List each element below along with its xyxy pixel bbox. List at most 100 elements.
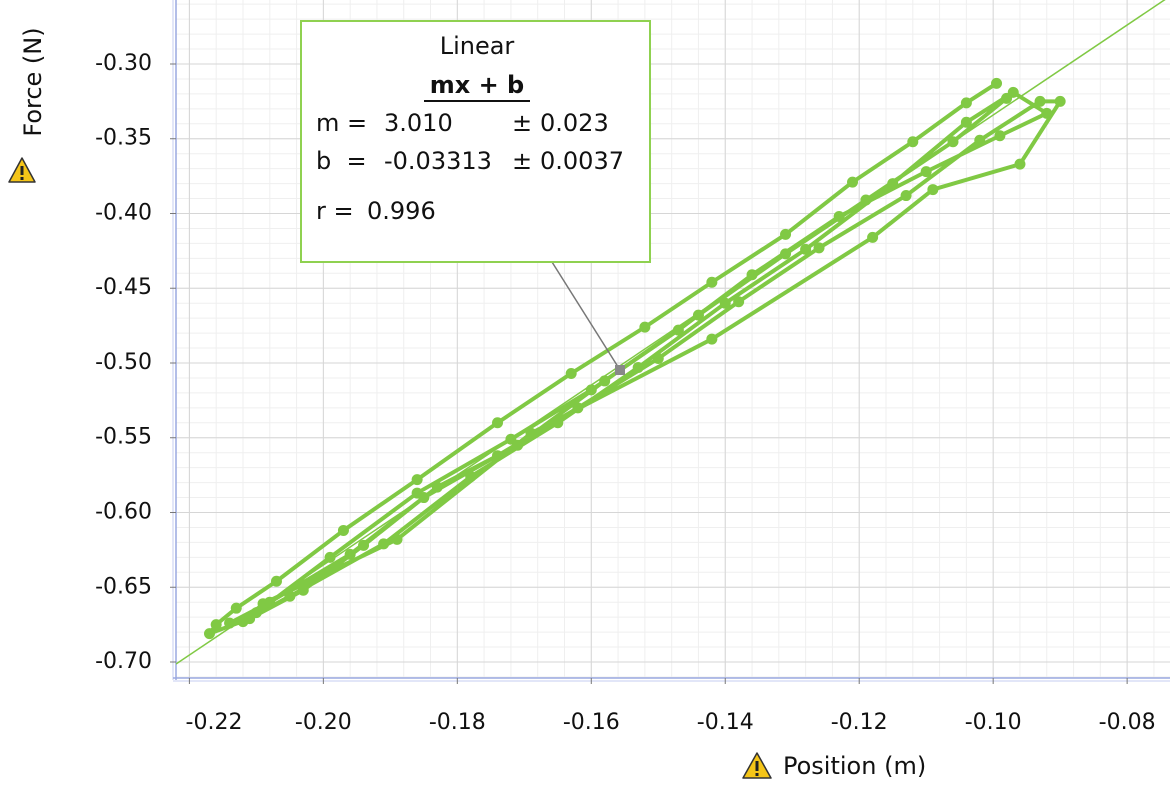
- data-point: [1054, 95, 1066, 107]
- labels: -0.22 -0.20 -0.18 -0.16 -0.14 -0.12 -0.10 -0.08…: [95, 51, 1156, 735]
- leader-anchor: [615, 365, 625, 375]
- x-tick-label: -0.18: [429, 710, 486, 735]
- y-tick-label: -0.30: [95, 51, 152, 76]
- data-point: [991, 77, 1003, 89]
- data-point: [391, 533, 403, 545]
- x-axis-title: Position (m): [783, 752, 926, 780]
- data-point: [1041, 107, 1053, 119]
- data-point: [431, 481, 443, 493]
- data-point: [344, 548, 356, 560]
- data-point: [492, 417, 504, 429]
- data-point: [920, 166, 932, 178]
- data-point: [887, 178, 899, 190]
- data-point: [994, 130, 1006, 142]
- data-point: [264, 596, 276, 608]
- r-value: 0.996: [367, 197, 436, 225]
- data-point: [599, 375, 611, 387]
- data-point: [833, 210, 845, 222]
- data-point: [780, 228, 792, 240]
- data-point: [465, 471, 477, 483]
- x-tick-label: -0.22: [186, 710, 243, 735]
- data-point: [780, 248, 792, 260]
- data-point: [1001, 92, 1013, 104]
- data-point: [525, 427, 537, 439]
- data-point: [652, 353, 664, 365]
- data-point: [860, 194, 872, 206]
- y-tick-label: -0.40: [95, 200, 152, 225]
- y-tick-label: -0.55: [95, 425, 152, 450]
- data-point: [358, 539, 370, 551]
- b-error: 0.0037: [540, 147, 624, 175]
- x-tick-label: -0.14: [697, 710, 754, 735]
- x-tick-label: -0.08: [1099, 710, 1156, 735]
- data-point: [210, 619, 222, 631]
- data-point: [947, 136, 959, 148]
- data-point: [632, 361, 644, 373]
- data-point: [297, 584, 309, 596]
- y-tick-label: -0.70: [95, 649, 152, 674]
- fit-equation: mx + b: [430, 71, 525, 99]
- data-point: [847, 176, 859, 188]
- x-tick-label: -0.20: [295, 710, 352, 735]
- data-point: [411, 487, 423, 499]
- m-value: 3.010: [384, 109, 453, 137]
- data-point: [907, 136, 919, 148]
- axes: [172, 0, 1170, 682]
- y-axis-title: Force (N): [19, 27, 47, 136]
- data-point: [706, 276, 718, 288]
- data-point: [927, 184, 939, 196]
- fit-name: Linear: [440, 32, 515, 60]
- data-point: [572, 402, 584, 414]
- x-tick-label: -0.16: [563, 710, 620, 735]
- warning-icon: [742, 752, 772, 779]
- b-label: b =: [316, 147, 367, 175]
- y-tick-label: -0.50: [95, 350, 152, 375]
- data-point: [974, 134, 986, 146]
- plus-minus: ±: [512, 147, 532, 175]
- data-point: [692, 309, 704, 321]
- plus-minus: ±: [512, 109, 532, 137]
- x-tick-label: -0.12: [831, 710, 888, 735]
- data-point: [960, 116, 972, 128]
- y-tick-label: -0.60: [95, 499, 152, 524]
- data-point: [324, 551, 336, 563]
- b-value: -0.03313: [384, 147, 492, 175]
- data-point: [565, 367, 577, 379]
- data-point: [733, 296, 745, 308]
- data-point: [900, 190, 912, 202]
- data-point: [512, 439, 524, 451]
- data-point: [719, 297, 731, 309]
- leader-line: [551, 261, 621, 371]
- m-label: m =: [316, 109, 367, 137]
- y-tick-label: -0.65: [95, 574, 152, 599]
- data-point: [800, 243, 812, 255]
- data-point: [237, 616, 249, 628]
- data-point: [1034, 95, 1046, 107]
- data-point: [284, 590, 296, 602]
- data-point: [378, 538, 390, 550]
- data-point: [960, 97, 972, 109]
- data-point: [250, 607, 262, 619]
- data-point: [746, 269, 758, 281]
- data-point: [585, 384, 597, 396]
- data-point: [672, 324, 684, 336]
- y-tick-label: -0.45: [95, 275, 152, 300]
- data-point: [706, 333, 718, 345]
- data-point: [203, 628, 215, 640]
- x-tick-label: -0.10: [965, 710, 1022, 735]
- data-point: [867, 231, 879, 243]
- warning-icon: [8, 157, 36, 183]
- plot-area: [176, 0, 1166, 665]
- data-point: [552, 417, 564, 429]
- data-point: [224, 617, 236, 629]
- data-point: [270, 575, 282, 587]
- fit-annotation: Linear mx + b m = 3.010 ± 0.023 b = -0.0…: [300, 20, 651, 375]
- data-point: [492, 450, 504, 462]
- r-label: r =: [316, 197, 354, 225]
- data-point: [337, 524, 349, 536]
- annotation-box: [300, 20, 651, 263]
- y-tick-label: -0.35: [95, 126, 152, 151]
- data-point: [1014, 158, 1026, 170]
